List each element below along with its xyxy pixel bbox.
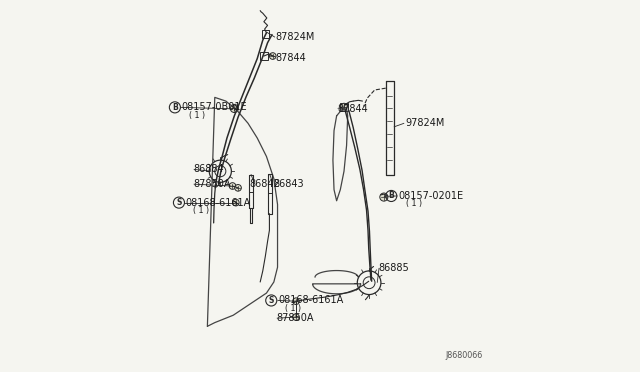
Text: 87824M: 87824M: [276, 32, 315, 42]
Circle shape: [292, 298, 300, 305]
Text: 86885: 86885: [378, 263, 409, 273]
Circle shape: [380, 193, 388, 201]
Bar: [260, 52, 268, 60]
Text: 87844: 87844: [276, 52, 307, 62]
Text: S: S: [269, 296, 274, 305]
Bar: [262, 30, 269, 38]
Text: 08168-6161A: 08168-6161A: [186, 198, 251, 208]
Text: 87844: 87844: [338, 104, 369, 114]
Text: 86842: 86842: [249, 179, 280, 189]
Circle shape: [235, 185, 241, 191]
Text: ( 1 ): ( 1 ): [285, 304, 301, 313]
Text: 08168-6161A: 08168-6161A: [278, 295, 343, 305]
Circle shape: [229, 183, 236, 189]
Text: ( 1 ): ( 1 ): [193, 206, 209, 215]
Circle shape: [292, 314, 300, 320]
Text: B: B: [172, 103, 178, 112]
Text: 97824M: 97824M: [405, 118, 444, 128]
Text: 08157-0201E: 08157-0201E: [398, 191, 463, 201]
Text: B: B: [388, 192, 394, 201]
Circle shape: [340, 103, 348, 110]
Circle shape: [232, 199, 239, 206]
Text: ( 1 ): ( 1 ): [406, 199, 422, 208]
Text: 87850A: 87850A: [277, 313, 314, 323]
Text: J8680066: J8680066: [445, 351, 483, 360]
Text: 86884: 86884: [194, 164, 225, 174]
Text: 86843: 86843: [274, 179, 305, 189]
Text: 87850A: 87850A: [194, 179, 231, 189]
Circle shape: [230, 105, 239, 112]
Text: 08157-0B01E: 08157-0B01E: [182, 102, 247, 112]
Circle shape: [269, 53, 276, 60]
Text: S: S: [176, 198, 182, 207]
Bar: [340, 103, 348, 111]
Text: ( 1 ): ( 1 ): [189, 110, 205, 120]
